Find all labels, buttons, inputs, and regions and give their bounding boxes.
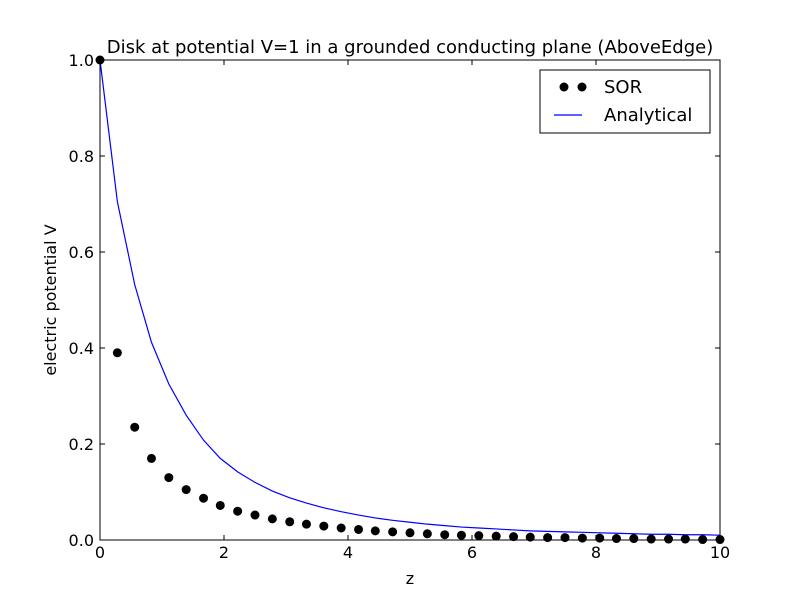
data-point-sor	[680, 534, 690, 544]
data-point-sor	[233, 506, 243, 516]
y-tick-label: 0.2	[69, 435, 94, 454]
y-tick-label: 0.0	[69, 531, 94, 550]
data-point-sor	[525, 532, 535, 542]
data-point-sor	[629, 534, 639, 544]
y-tick-label: 0.6	[69, 243, 94, 262]
y-axis-label: electric potential V	[41, 224, 60, 375]
data-point-sor	[543, 533, 553, 543]
data-point-sor	[491, 531, 501, 541]
y-tick-label: 0.4	[69, 339, 94, 358]
x-tick-label: 0	[95, 543, 105, 562]
legend-marker-sor-2	[577, 82, 587, 92]
legend-label-sor: SOR	[604, 77, 642, 98]
data-point-sor	[664, 534, 674, 544]
data-point-sor	[422, 529, 432, 539]
data-point-sor	[474, 531, 484, 541]
plot-area	[100, 60, 720, 540]
data-point-sor	[370, 526, 380, 536]
data-point-sor	[440, 530, 450, 540]
plot-frame	[99, 59, 721, 541]
data-point-sor	[456, 530, 466, 540]
data-point-sor	[405, 528, 415, 538]
y-tick-label: 1.0	[69, 51, 94, 70]
data-point-sor	[646, 534, 656, 544]
data-point-sor	[595, 533, 605, 543]
data-point-sor	[164, 473, 174, 483]
data-point-sor	[199, 493, 209, 503]
y-tick-label: 0.8	[69, 147, 94, 166]
x-tick-label: 6	[467, 543, 477, 562]
data-point-sor	[130, 422, 140, 432]
data-point-sor	[146, 453, 156, 463]
x-tick-label: 10	[710, 543, 730, 562]
data-point-sor	[336, 523, 346, 533]
data-point-sor	[354, 524, 364, 534]
data-point-sor	[301, 519, 311, 529]
data-point-sor	[285, 517, 295, 527]
data-point-sor	[388, 527, 398, 537]
x-tick-label: 8	[591, 543, 601, 562]
data-point-sor	[560, 533, 570, 543]
tick-layer: 0 2 4 6 8 10 0.0 0.2 0.4 0.6 0.8 1.0	[69, 51, 731, 562]
data-point-sor	[215, 500, 225, 510]
data-point-sor	[319, 521, 329, 531]
legend-label-analytical: Analytical	[604, 105, 692, 126]
x-axis-label: z	[406, 569, 414, 588]
chart-title: Disk at potential V=1 in a grounded cond…	[107, 37, 714, 58]
data-point-sor	[611, 534, 621, 544]
x-tick-label: 2	[219, 543, 229, 562]
x-tick-label: 4	[343, 543, 353, 562]
data-point-sor	[250, 510, 260, 520]
data-point-sor	[509, 532, 519, 542]
series-layer	[95, 55, 725, 545]
data-point-sor	[112, 348, 122, 358]
legend-marker-sor-1	[559, 82, 569, 92]
data-point-sor	[577, 533, 587, 543]
legend: SOR Analytical	[539, 69, 711, 134]
data-point-sor	[267, 514, 277, 524]
data-point-sor	[181, 485, 191, 495]
legend-frame	[539, 69, 711, 134]
series-line-analytical	[99, 59, 721, 536]
